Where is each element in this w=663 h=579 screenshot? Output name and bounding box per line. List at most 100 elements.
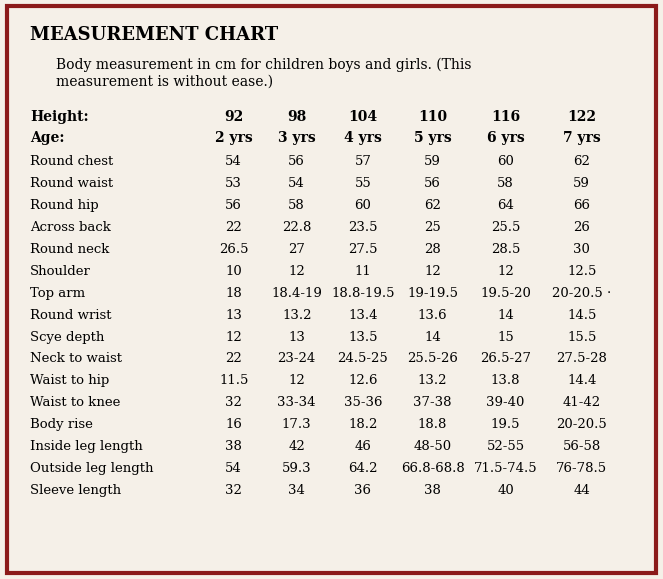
Text: Round waist: Round waist (30, 177, 113, 190)
Text: 14: 14 (497, 309, 514, 322)
Text: 15: 15 (497, 331, 514, 343)
Text: 13.4: 13.4 (348, 309, 378, 322)
Text: 48-50: 48-50 (414, 440, 452, 453)
Text: 104: 104 (349, 110, 377, 124)
Text: 30: 30 (573, 243, 590, 256)
Text: Round neck: Round neck (30, 243, 109, 256)
Text: 57: 57 (355, 155, 371, 168)
Text: 13.8: 13.8 (491, 375, 520, 387)
Text: 58: 58 (288, 199, 305, 212)
Text: 28.5: 28.5 (491, 243, 520, 256)
Text: Age:: Age: (30, 131, 64, 145)
Text: 15.5: 15.5 (567, 331, 597, 343)
Text: 19.5: 19.5 (491, 418, 520, 431)
Text: 36: 36 (355, 484, 371, 497)
Text: 24.5-25: 24.5-25 (337, 353, 389, 365)
Text: 26: 26 (573, 221, 590, 234)
Text: Round wrist: Round wrist (30, 309, 111, 322)
Text: 53: 53 (225, 177, 242, 190)
Text: 35-36: 35-36 (343, 396, 383, 409)
Text: 39-40: 39-40 (487, 396, 524, 409)
Text: 3 yrs: 3 yrs (278, 131, 316, 145)
Text: Top arm: Top arm (30, 287, 85, 300)
Text: 116: 116 (491, 110, 520, 124)
Text: 18.2: 18.2 (348, 418, 378, 431)
Text: 13.2: 13.2 (282, 309, 312, 322)
Text: 66.8-68.8: 66.8-68.8 (400, 462, 465, 475)
Text: Body rise: Body rise (30, 418, 93, 431)
Text: 20-20.5 ·: 20-20.5 · (552, 287, 611, 300)
Text: Inside leg length: Inside leg length (30, 440, 143, 453)
Text: 7 yrs: 7 yrs (563, 131, 601, 145)
Text: 17.3: 17.3 (282, 418, 312, 431)
Text: 27.5-28: 27.5-28 (556, 353, 607, 365)
Text: 25.5-26: 25.5-26 (407, 353, 458, 365)
Text: 23-24: 23-24 (278, 353, 316, 365)
Text: 18.4-19: 18.4-19 (271, 287, 322, 300)
Text: Outside leg length: Outside leg length (30, 462, 153, 475)
Text: 27.5: 27.5 (348, 243, 378, 256)
Text: 13.5: 13.5 (348, 331, 378, 343)
Text: 41-42: 41-42 (563, 396, 601, 409)
Text: 38: 38 (424, 484, 441, 497)
Text: 13: 13 (288, 331, 305, 343)
Text: 28: 28 (424, 243, 441, 256)
Text: 60: 60 (497, 155, 514, 168)
Text: 12: 12 (288, 265, 305, 278)
Text: 23.5: 23.5 (348, 221, 378, 234)
Text: 16: 16 (225, 418, 242, 431)
Text: 18: 18 (225, 287, 242, 300)
Text: 54: 54 (225, 155, 242, 168)
Text: 44: 44 (573, 484, 590, 497)
Text: 4 yrs: 4 yrs (344, 131, 382, 145)
Text: 20-20.5: 20-20.5 (556, 418, 607, 431)
Text: 19-19.5: 19-19.5 (407, 287, 458, 300)
Text: 59: 59 (424, 155, 441, 168)
Text: Waist to knee: Waist to knee (30, 396, 120, 409)
Text: 13.2: 13.2 (418, 375, 448, 387)
Text: 32: 32 (225, 484, 242, 497)
Text: Scye depth: Scye depth (30, 331, 104, 343)
Text: 12.5: 12.5 (567, 265, 597, 278)
Text: 5 yrs: 5 yrs (414, 131, 452, 145)
Text: 22.8: 22.8 (282, 221, 312, 234)
Text: 34: 34 (288, 484, 305, 497)
Text: 71.5-74.5: 71.5-74.5 (474, 462, 537, 475)
Text: Waist to hip: Waist to hip (30, 375, 109, 387)
Text: 12: 12 (424, 265, 441, 278)
Text: 22: 22 (225, 221, 242, 234)
Text: Sleeve length: Sleeve length (30, 484, 121, 497)
Text: 110: 110 (418, 110, 447, 124)
Text: 56: 56 (424, 177, 441, 190)
Text: Neck to waist: Neck to waist (30, 353, 122, 365)
Text: 37-38: 37-38 (413, 396, 452, 409)
Text: 54: 54 (225, 462, 242, 475)
Text: 25: 25 (424, 221, 441, 234)
Text: 25.5: 25.5 (491, 221, 520, 234)
Text: 14.4: 14.4 (567, 375, 597, 387)
Text: Height:: Height: (30, 110, 88, 124)
Text: 27: 27 (288, 243, 305, 256)
Text: 26.5: 26.5 (219, 243, 249, 256)
Text: Round hip: Round hip (30, 199, 99, 212)
Text: 32: 32 (225, 396, 242, 409)
Text: 64.2: 64.2 (348, 462, 378, 475)
Text: 122: 122 (568, 110, 596, 124)
Text: 33-34: 33-34 (277, 396, 316, 409)
Text: 62: 62 (573, 155, 590, 168)
Text: 22: 22 (225, 353, 242, 365)
Text: 11: 11 (355, 265, 371, 278)
Text: 56-58: 56-58 (563, 440, 601, 453)
Text: 56: 56 (225, 199, 242, 212)
Text: 92: 92 (224, 110, 243, 124)
Text: 76-78.5: 76-78.5 (556, 462, 607, 475)
Text: 98: 98 (287, 110, 306, 124)
Text: 42: 42 (288, 440, 305, 453)
Text: 2 yrs: 2 yrs (215, 131, 253, 145)
Text: 64: 64 (497, 199, 514, 212)
Text: 13.6: 13.6 (418, 309, 448, 322)
Text: Shoulder: Shoulder (30, 265, 91, 278)
Text: Body measurement in cm for children boys and girls. (This
measurement is without: Body measurement in cm for children boys… (56, 58, 472, 89)
Text: 66: 66 (573, 199, 590, 212)
Text: 60: 60 (355, 199, 371, 212)
